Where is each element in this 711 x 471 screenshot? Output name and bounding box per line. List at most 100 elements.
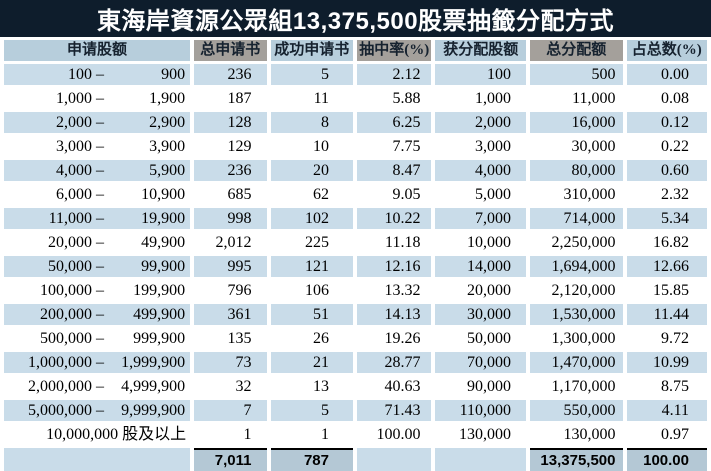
range-high: 2,900 <box>149 114 186 131</box>
table-row: 1,000,000–1,999,900 73 21 28.77 70,000 1,470,… <box>4 352 707 373</box>
range-dash: – <box>96 258 104 275</box>
allocation-table: 申请股额 总申请书 成功申请书 抽中率(%) 获分配股额 总分配额 占总数(%) 100–9… <box>0 37 711 471</box>
cell-total-applications: 796 <box>194 280 267 301</box>
cell-total-shares-allotted: 550,000 <box>529 400 623 421</box>
range-low: 4,000 <box>56 162 92 179</box>
cell-total-applications: 1 <box>194 424 267 445</box>
cell-successful-applications: 102 <box>270 208 353 229</box>
range-low: 5,000,000 <box>28 402 92 419</box>
share-range: 200,000– 499,900 <box>4 304 190 325</box>
cell-total-shares-allotted: 1,694,000 <box>529 256 623 277</box>
share-range: 50,000– 99,900 <box>4 256 190 277</box>
table-row: 5,000,000–9,999,900 7 5 71.43 110,000 550,000… <box>4 400 707 421</box>
cell-total-shares-allotted: 16,000 <box>529 112 623 133</box>
share-range: 2,000,000–4,999,900 <box>4 376 190 397</box>
total-pct-of-total: 100.00 <box>626 448 707 471</box>
range-dash: – <box>96 138 104 155</box>
cell-pct-of-total: 0.22 <box>626 136 707 157</box>
total-successful-applications: 787 <box>270 448 353 471</box>
cell-shares-allotted-each: 4,000 <box>435 160 526 181</box>
share-range: 1,000– 1,900 <box>4 88 190 109</box>
range-dash: – <box>96 378 104 395</box>
cell-total-applications: 236 <box>194 64 267 85</box>
cell-successful-applications: 5 <box>270 64 353 85</box>
cell-shares-allotted-each: 90,000 <box>435 376 526 397</box>
cell-pct-of-total: 0.12 <box>626 112 707 133</box>
cell-total-applications: 995 <box>194 256 267 277</box>
table-row: 20,000– 49,900 2,012 225 11.18 10,000 2,250,00… <box>4 232 707 253</box>
cell-shares-allotted-each: 2,000 <box>435 112 526 133</box>
range-dash: – <box>96 354 104 371</box>
cell-ballot-rate-pct: 40.63 <box>357 376 432 397</box>
cell-total-applications: 2,012 <box>194 232 267 253</box>
cell-total-applications: 128 <box>194 112 267 133</box>
cell-total-shares-allotted: 1,470,000 <box>529 352 623 373</box>
share-range: 10,000,000 股及以上 <box>4 424 190 445</box>
range-high: 49,900 <box>141 234 186 251</box>
column-header-pct-of-total: 占总数(%) <box>626 40 707 61</box>
range-high: 19,900 <box>141 210 186 227</box>
cell-successful-applications: 106 <box>270 280 353 301</box>
cell-ballot-rate-pct: 7.75 <box>357 136 432 157</box>
cell-ballot-rate-pct: 100.00 <box>357 424 432 445</box>
range-high: 999,900 <box>133 330 186 347</box>
range-open-ended: 10,000,000 股及以上 <box>46 426 187 443</box>
range-low: 500,000 <box>40 330 92 347</box>
share-range: 100,000– 199,900 <box>4 280 190 301</box>
cell-apply-range: 4,000– 5,900 <box>4 160 191 181</box>
range-high: 1,999,900 <box>121 354 186 371</box>
range-dash: – <box>96 66 104 83</box>
cell-total-shares-allotted: 1,300,000 <box>529 328 623 349</box>
range-dash: – <box>96 330 104 347</box>
cell-apply-range: 100– 900 <box>4 64 191 85</box>
column-header-shares-allotted-each: 获分配股额 <box>435 40 526 61</box>
range-low: 6,000 <box>56 186 92 203</box>
table-row: 2,000–2,900 128 8 6.25 2,000 16,000 0.12 <box>4 112 707 133</box>
share-range: 3,000– 3,900 <box>4 136 190 157</box>
range-high: 99,900 <box>141 258 186 275</box>
cell-total-applications: 129 <box>194 136 267 157</box>
cell-pct-of-total: 11.44 <box>626 304 707 325</box>
range-dash: – <box>96 234 104 251</box>
table-row: 1,000–1,900 187 11 5.88 1,000 11,000 0.08 <box>4 88 707 109</box>
range-high: 10,900 <box>141 186 186 203</box>
range-low: 2,000 <box>56 114 92 131</box>
totals-empty-cell <box>357 448 432 471</box>
share-range: 1,000,000–1,999,900 <box>4 352 190 373</box>
table-row: 2,000,000–4,999,900 32 13 40.63 90,000 1,170,… <box>4 376 707 397</box>
range-dash: – <box>96 210 104 227</box>
cell-total-shares-allotted: 2,120,000 <box>529 280 623 301</box>
cell-apply-range: 2,000,000–4,999,900 <box>4 376 191 397</box>
cell-pct-of-total: 8.75 <box>626 376 707 397</box>
cell-ballot-rate-pct: 8.47 <box>357 160 432 181</box>
range-dash: – <box>96 162 104 179</box>
cell-shares-allotted-each: 1,000 <box>435 88 526 109</box>
cell-apply-range: 10,000,000 股及以上 <box>4 424 191 445</box>
range-low: 1,000,000 <box>28 354 92 371</box>
cell-ballot-rate-pct: 14.13 <box>357 304 432 325</box>
range-dash: – <box>96 90 104 107</box>
cell-pct-of-total: 16.82 <box>626 232 707 253</box>
cell-shares-allotted-each: 50,000 <box>435 328 526 349</box>
cell-pct-of-total: 0.60 <box>626 160 707 181</box>
cell-shares-allotted-each: 7,000 <box>435 208 526 229</box>
cell-pct-of-total: 4.11 <box>626 400 707 421</box>
cell-shares-allotted-each: 30,000 <box>435 304 526 325</box>
range-high: 5,900 <box>149 162 186 179</box>
cell-total-applications: 187 <box>194 88 267 109</box>
range-high: 900 <box>161 66 186 83</box>
cell-total-applications: 236 <box>194 160 267 181</box>
total-total-applications: 7,011 <box>194 448 267 471</box>
cell-apply-range: 100,000– 199,900 <box>4 280 191 301</box>
range-high: 499,900 <box>133 306 186 323</box>
cell-successful-applications: 20 <box>270 160 353 181</box>
cell-apply-range: 5,000,000–9,999,900 <box>4 400 191 421</box>
range-dash: – <box>96 186 104 203</box>
cell-total-applications: 7 <box>194 400 267 421</box>
cell-ballot-rate-pct: 12.16 <box>357 256 432 277</box>
cell-apply-range: 2,000– 2,900 <box>4 112 191 133</box>
range-low: 2,000,000 <box>28 378 92 395</box>
totals-row: 7,011 787 13,375,500 100.00 <box>4 448 707 471</box>
cell-apply-range: 500,000– 999,900 <box>4 328 191 349</box>
